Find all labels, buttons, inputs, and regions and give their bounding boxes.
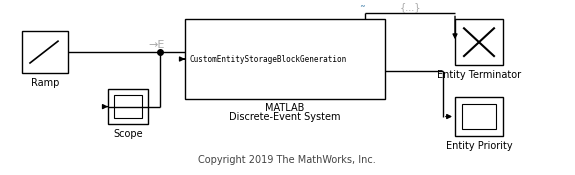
Bar bbox=[462, 104, 496, 129]
Bar bbox=[22, 31, 68, 73]
Text: MATLAB: MATLAB bbox=[265, 103, 305, 113]
Bar bbox=[114, 95, 142, 118]
Bar bbox=[455, 97, 503, 136]
Text: Entity Priority: Entity Priority bbox=[446, 141, 512, 151]
Text: Entity Terminator: Entity Terminator bbox=[437, 70, 521, 80]
Bar bbox=[455, 19, 503, 65]
Text: Discrete-Event System: Discrete-Event System bbox=[229, 111, 341, 122]
Text: Ramp: Ramp bbox=[31, 78, 59, 88]
Text: →E: →E bbox=[149, 40, 165, 50]
Text: CustomEntityStorageBlockGeneration: CustomEntityStorageBlockGeneration bbox=[189, 55, 346, 64]
Bar bbox=[108, 89, 148, 124]
Text: {...}: {...} bbox=[399, 2, 421, 12]
Text: Scope: Scope bbox=[113, 129, 143, 139]
Text: Copyright 2019 The MathWorks, Inc.: Copyright 2019 The MathWorks, Inc. bbox=[198, 155, 376, 165]
Bar bbox=[185, 19, 385, 99]
